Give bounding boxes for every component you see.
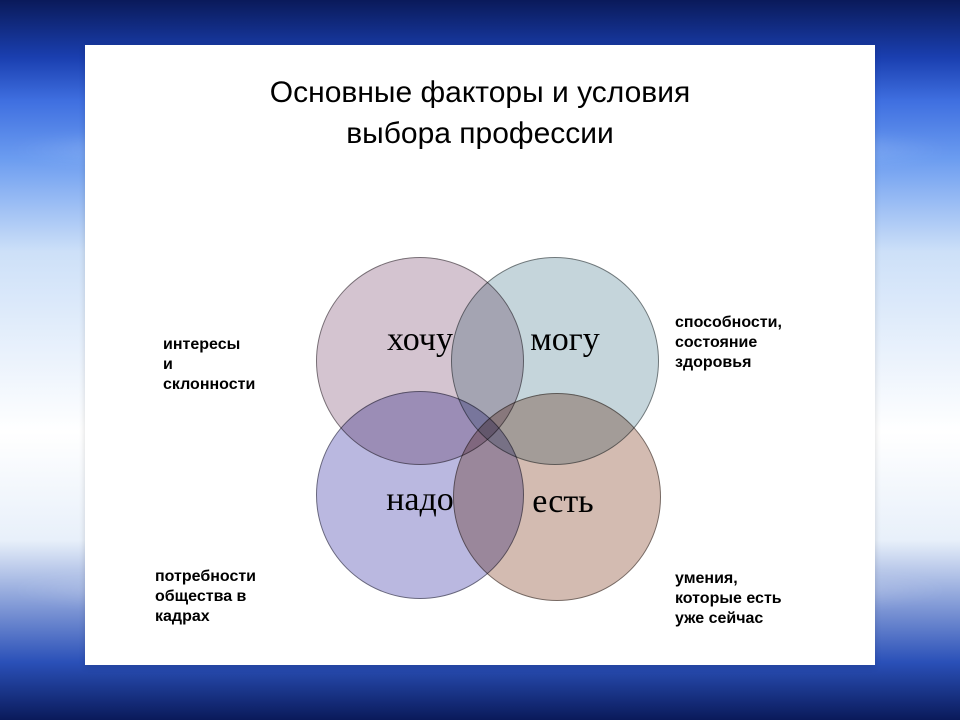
side-label-bottom-right: умения,которые естьуже сейчас <box>675 569 845 629</box>
title-line-1: Основные факторы и условия <box>270 76 690 109</box>
side-label-top-right: способности,состояниездоровья <box>675 313 835 373</box>
venn-diagram: хочумогунадоестьинтересыисклонностиспосо… <box>85 165 875 665</box>
side-label-bottom-left: потребностиобщества вкадрах <box>155 567 305 627</box>
slide-card: Основные факторы и условия выбора профес… <box>85 45 875 665</box>
venn-circle-have <box>453 393 661 601</box>
title-line-2: выбора профессии <box>346 117 614 150</box>
side-label-top-left: интересыисклонности <box>163 335 293 395</box>
slide-title: Основные факторы и условия выбора профес… <box>85 73 875 154</box>
